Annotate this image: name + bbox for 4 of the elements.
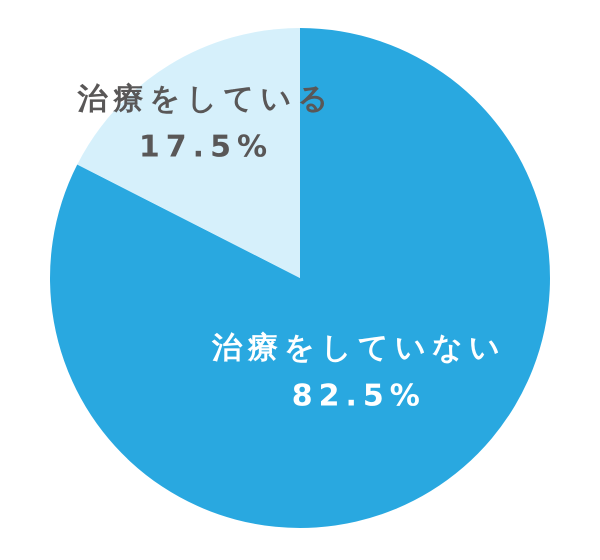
slice-label: 治療をしている [76,81,334,116]
data-label: 82.5% [292,378,426,414]
slice-label: 治療をしていない [210,330,506,366]
data-label: 17.5% [138,129,273,164]
